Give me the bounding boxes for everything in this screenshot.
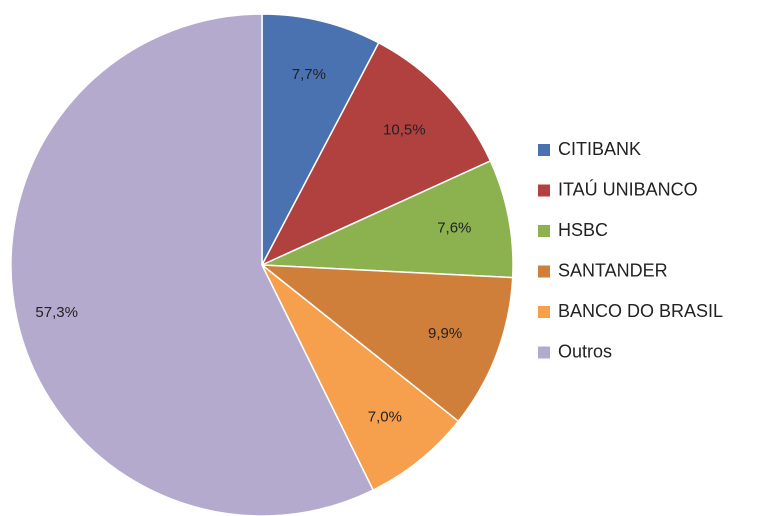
legend-label: CITIBANK <box>558 139 641 159</box>
legend-swatch <box>538 265 550 278</box>
legend-label: SANTANDER <box>558 260 668 280</box>
legend-swatch <box>538 346 550 359</box>
data-label: 57,3% <box>35 304 78 321</box>
pie-slice <box>261 264 460 492</box>
legend-label: ITAÚ UNIBANCO <box>558 178 698 199</box>
pie-slice <box>260 41 492 267</box>
legend-swatch <box>538 184 550 197</box>
legend-label: BANCO DO BRASIL <box>558 301 723 321</box>
legend-label: Outros <box>558 341 612 361</box>
legend-swatch <box>538 144 550 156</box>
pie-slice <box>10 13 375 516</box>
data-label: 7,7% <box>292 66 326 83</box>
data-label: 7,6% <box>437 219 471 236</box>
data-label: 9,9% <box>428 325 462 342</box>
pie-slice <box>261 159 514 279</box>
legend-swatch <box>538 225 550 237</box>
legend-swatch <box>538 306 550 318</box>
data-label: 10,5% <box>383 122 426 139</box>
legend-label: HSBC <box>558 220 608 240</box>
data-label: 7,0% <box>368 408 402 425</box>
pie-slice <box>259 264 514 423</box>
pie-slice <box>261 13 380 266</box>
